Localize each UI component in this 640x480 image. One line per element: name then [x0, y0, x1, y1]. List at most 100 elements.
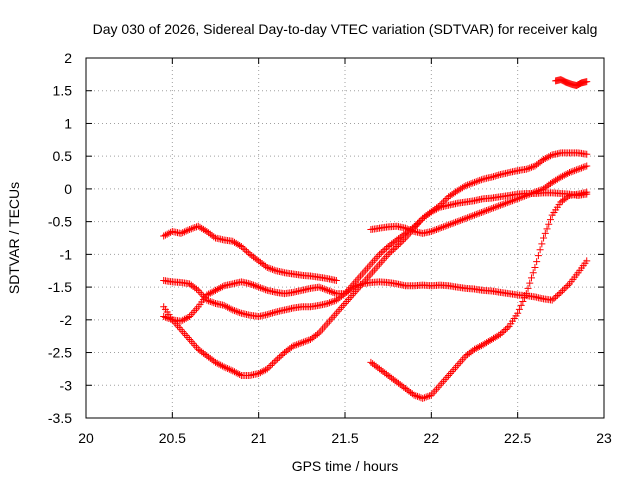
data-point-interp	[434, 203, 442, 211]
data-point-interp	[208, 288, 216, 296]
data-point-interp	[208, 298, 216, 306]
data-point-interp	[180, 228, 188, 236]
data-point-interp	[474, 210, 482, 218]
x-tick-label: 22	[424, 430, 440, 446]
data-point-interp	[545, 153, 553, 161]
data-point-interp	[327, 288, 335, 296]
data-point-interp	[395, 241, 403, 249]
data-point-interp	[398, 237, 406, 245]
data-point-interp	[329, 288, 337, 296]
data-point	[453, 218, 461, 226]
data-point-interp	[230, 368, 238, 376]
data-point-interp	[491, 172, 499, 180]
data-point-interp	[503, 199, 511, 207]
data-point-interp	[215, 360, 223, 368]
data-point	[272, 356, 280, 364]
data-point-interp	[581, 163, 589, 171]
data-point-interp	[564, 193, 572, 201]
data-point-interp	[579, 163, 587, 171]
data-point	[471, 345, 478, 353]
data-point-interp	[438, 224, 446, 232]
data-point-interp	[431, 226, 439, 234]
data-point	[393, 243, 401, 251]
data-point-interp	[429, 227, 437, 235]
data-point-interp	[251, 282, 259, 290]
data-point-interp	[484, 206, 492, 214]
data-point-interp	[562, 283, 570, 291]
data-point	[263, 263, 271, 271]
data-point	[514, 309, 522, 317]
data-point-interp	[256, 369, 264, 377]
x-tick-labels: 20 20.5 21 21.5 22 22.5 23	[78, 430, 612, 446]
x-tick-label: 23	[596, 430, 612, 446]
data-point-interp	[498, 201, 506, 209]
data-point	[583, 162, 591, 170]
data-point-interp	[469, 212, 477, 220]
data-point	[522, 290, 530, 298]
data-point-interp	[182, 227, 190, 235]
x-axis-label: GPS time / hours	[292, 458, 399, 474]
data-point-interp	[329, 297, 337, 305]
data-point-interp	[464, 181, 472, 189]
data-point-interp	[249, 281, 257, 289]
data-point-interp	[546, 152, 554, 160]
data-point-interp	[260, 367, 268, 375]
data-point-interp	[270, 358, 278, 366]
data-point	[203, 291, 211, 299]
data-point-interp	[536, 186, 544, 194]
data-point-interp	[331, 289, 339, 297]
data-point-interp	[502, 199, 510, 207]
data-point-interp	[578, 164, 586, 172]
data-point-interp	[420, 394, 428, 402]
data-point-interp	[265, 310, 273, 318]
data-point-interp	[205, 290, 213, 298]
y-tick-label: -1	[60, 246, 73, 262]
data-point	[522, 165, 530, 173]
data-point-interp	[448, 220, 456, 228]
data-point-interp	[265, 363, 273, 371]
data-point	[160, 313, 168, 321]
data-point-interp	[434, 225, 442, 233]
data-point-interp	[460, 215, 468, 223]
data-point-interp	[279, 350, 287, 358]
data-point-interp	[560, 171, 568, 179]
data-point-interp	[526, 164, 534, 172]
data-point-interp	[218, 283, 226, 291]
data-point-interp	[222, 364, 230, 372]
data-point-interp	[388, 247, 396, 255]
data-point-interp	[508, 197, 516, 205]
data-point	[496, 330, 504, 338]
data-point	[436, 201, 444, 209]
data-point-interp	[161, 313, 169, 321]
data-point-interp	[541, 155, 549, 163]
data-point	[548, 296, 556, 304]
data-point-interp	[267, 362, 275, 370]
x-tick-label: 20	[78, 430, 94, 446]
y-tick-label: -3	[60, 377, 73, 393]
data-point-interp	[217, 284, 225, 292]
axis-ticks	[85, 57, 605, 419]
y-axis-label: SDTVAR / TECUs	[6, 182, 22, 294]
data-point-interp	[256, 284, 264, 292]
data-point-interp	[215, 285, 223, 293]
y-tick-label: 0	[64, 181, 72, 197]
data-point-interp	[248, 280, 256, 288]
data-point-interp	[550, 295, 558, 303]
data-point-interp	[187, 225, 195, 233]
data-point-interp	[396, 239, 404, 247]
data-point-interp	[527, 189, 535, 197]
data-point-interp	[327, 298, 335, 306]
data-point-interp	[533, 258, 541, 266]
data-point	[445, 221, 453, 229]
data-point-interp	[277, 352, 285, 360]
data-point-interp	[441, 196, 449, 204]
data-point-interp	[222, 302, 230, 310]
data-point-interp	[521, 192, 529, 200]
data-point-interp	[182, 314, 190, 322]
data-point-interp	[293, 341, 301, 349]
data-point-interp	[443, 194, 451, 202]
data-point	[177, 229, 185, 237]
data-point-interp	[469, 179, 477, 187]
data-point	[462, 214, 470, 222]
y-tick-label: -2.5	[48, 345, 72, 361]
